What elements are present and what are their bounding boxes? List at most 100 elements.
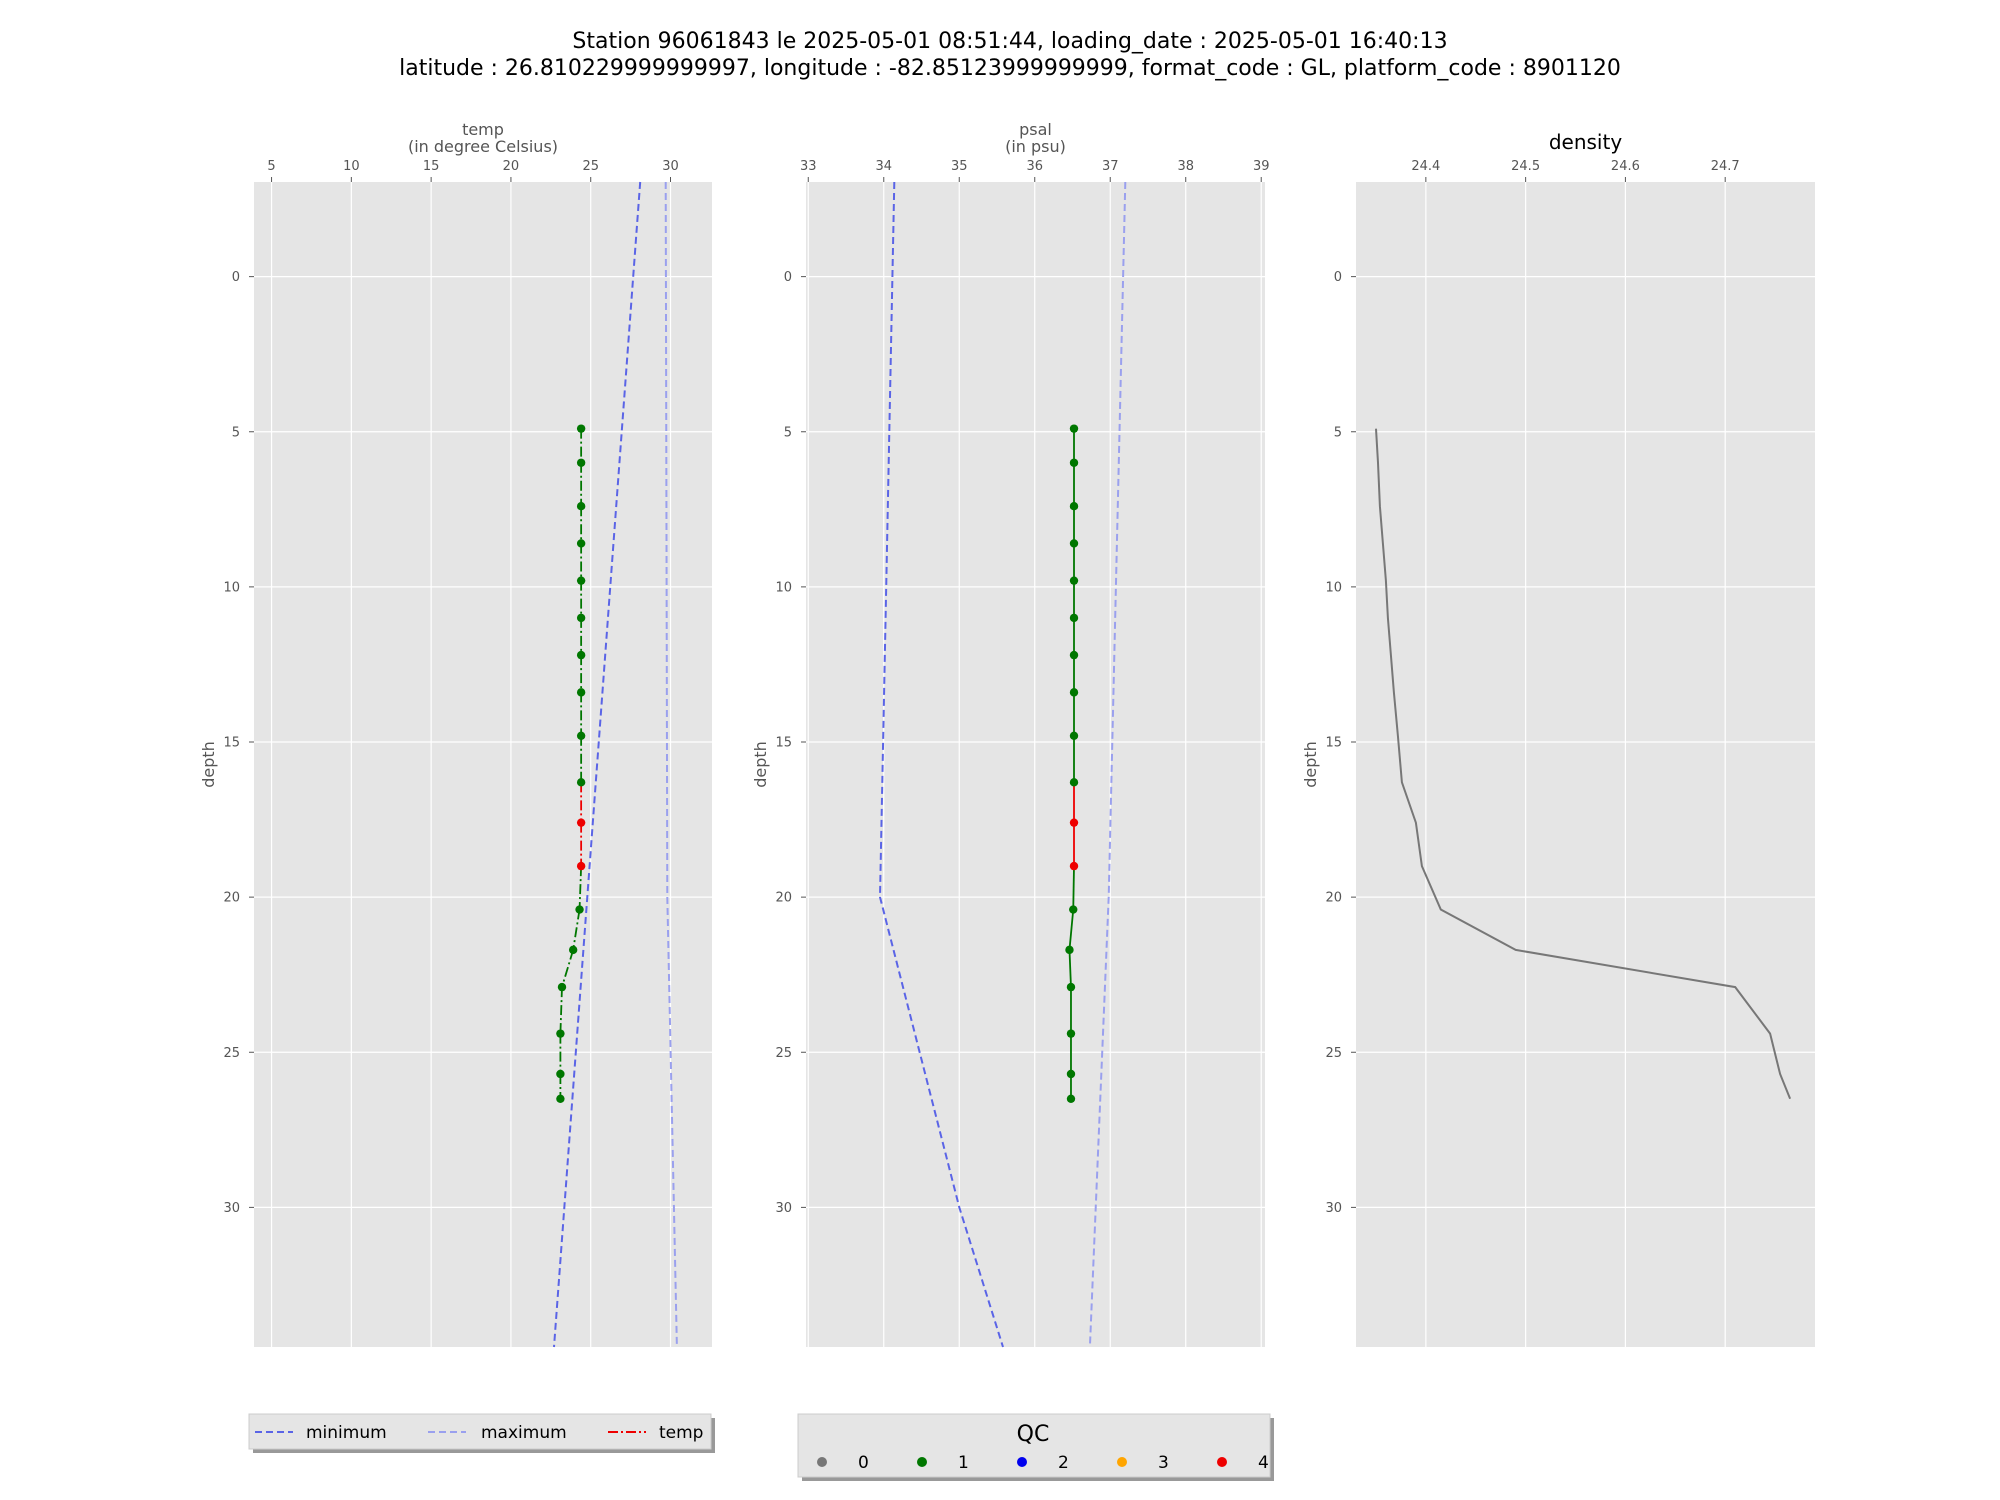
temp-x-tick-label: 20 (503, 159, 520, 174)
temp-profile-point (576, 502, 586, 511)
psal-profile-point (1069, 424, 1079, 433)
temp-profile-segment (561, 949, 575, 988)
psal-profile-point (1069, 539, 1079, 548)
temp-maximum-line (664, 181, 678, 1348)
qc-legend-marker (1017, 1457, 1027, 1467)
temp-y-tick-label: 0 (232, 270, 240, 285)
figure-title-line1: Station 96061843 le 2025-05-01 08:51:44,… (572, 29, 1447, 54)
temp-profile-point (576, 650, 586, 660)
psal-profile-segment (1068, 949, 1072, 988)
temp-x-tick-label: 25 (582, 159, 599, 174)
density-panel-title: density (1549, 130, 1622, 154)
legend-maximum-label: maximum (481, 1423, 567, 1443)
psal-minimum-line (878, 181, 1004, 1348)
temp-plot-area (254, 182, 712, 1347)
psal-profile-point (1069, 458, 1079, 467)
psal-y-tick-label: 30 (775, 1201, 792, 1216)
psal-y-tick-label: 5 (784, 425, 792, 440)
psal-plot-area (806, 182, 1265, 1347)
psal-y-tick-label: 0 (784, 270, 792, 285)
legend-minimum-label: minimum (306, 1423, 387, 1443)
psal-y-axis-label: depth (751, 741, 770, 788)
psal-y-tick-label: 20 (775, 891, 792, 906)
qc-legend-label: 3 (1158, 1453, 1169, 1473)
temp-y-axis-label: depth (199, 741, 218, 788)
line-legend: minimum maximum temp (248, 1413, 715, 1453)
temp-profile-point (576, 613, 586, 623)
qc-legend-label: 2 (1058, 1453, 1069, 1473)
temp-profile-point (556, 1069, 565, 1079)
temp-profile-point (576, 688, 586, 697)
psal-x-axis-unit: (in psu) (1005, 137, 1066, 156)
legend-profile-label: temp (659, 1423, 703, 1443)
psal-x-tick-label: 34 (875, 159, 892, 174)
density-plot-area (1356, 182, 1815, 1347)
temp-profile-point (568, 945, 578, 955)
psal-profile-point (1069, 613, 1079, 623)
qc-legend-marker (1117, 1457, 1127, 1467)
temp-profile-point (576, 861, 586, 871)
temp-y-tick-label: 25 (223, 1046, 240, 1061)
temp-profile-point (576, 818, 586, 827)
density-x-tick-label: 24.7 (1711, 159, 1740, 174)
temp-profile-point (576, 731, 586, 741)
psal-profile-point (1069, 731, 1079, 741)
density-x-tick-label: 24.5 (1511, 159, 1540, 174)
psal-profile-point (1069, 818, 1079, 827)
psal-profile-point (1069, 861, 1079, 871)
temp-x-tick-label: 15 (423, 159, 440, 174)
temp-profile-point (576, 458, 586, 467)
density-y-tick-label: 15 (1325, 736, 1342, 751)
psal-profile-point (1066, 1029, 1076, 1038)
psal-panel: 33 34 35 36 37 38 39 0 5 10 15 20 25 30 depth psal(in p… (751, 120, 1270, 1348)
qc-legend-label: 4 (1258, 1453, 1269, 1473)
qc-legend-box (797, 1413, 1271, 1478)
density-profile-line (1375, 428, 1792, 1100)
temp-panel: 5 10 15 20 25 30 0 5 10 15 20 25 30 depth temp(in degr… (199, 120, 712, 1348)
density-y-tick-label: 25 (1325, 1046, 1342, 1061)
qc-legend-title: QC (1017, 1422, 1050, 1447)
psal-y-tick-label: 25 (775, 1046, 792, 1061)
qc-legend: QC 0 1 2 3 4 (797, 1413, 1274, 1481)
psal-profile-point (1066, 982, 1076, 992)
qc-legend-marker (1217, 1457, 1227, 1467)
figure-title-line2: latitude : 26.810229999999997, longitude… (399, 56, 1621, 81)
temp-profile-point (556, 1094, 565, 1103)
psal-x-axis-label: psal (1019, 120, 1052, 139)
density-x-tick-label: 24.4 (1411, 159, 1440, 174)
psal-profile-segment (1072, 866, 1075, 910)
temp-profile-point (576, 778, 586, 787)
density-x-tick-label: 24.6 (1611, 159, 1640, 174)
density-y-tick-label: 0 (1334, 270, 1342, 285)
density-y-tick-label: 5 (1334, 425, 1342, 440)
psal-x-tick-label: 35 (951, 159, 968, 174)
psal-x-tick-label: 39 (1253, 159, 1270, 174)
qc-legend-items: 0 1 2 3 4 (817, 1453, 1269, 1473)
temp-profile-segment (578, 866, 583, 910)
psal-x-tick-label: 33 (800, 159, 817, 174)
temp-x-axis-label: temp (462, 120, 504, 139)
temp-y-tick-label: 10 (223, 580, 240, 595)
psal-x-tick-label: 37 (1102, 159, 1119, 174)
density-panel: 24.4 24.5 24.6 24.7 0 5 10 15 20 25 30 depth density (1301, 130, 1815, 1347)
qc-legend-label: 0 (858, 1453, 869, 1473)
psal-profile-point (1069, 905, 1078, 914)
temp-x-tick-label: 10 (343, 159, 360, 174)
temp-x-tick-label: 30 (662, 159, 679, 174)
psal-x-tick-label: 38 (1177, 159, 1194, 174)
psal-profile-point (1069, 576, 1079, 585)
density-y-tick-label: 10 (1325, 580, 1342, 595)
psal-profile-segment (1068, 909, 1075, 950)
density-y-axis-label: depth (1301, 741, 1320, 788)
psal-maximum-line (1088, 181, 1127, 1348)
qc-legend-label: 1 (958, 1453, 969, 1473)
temp-profile-segment (559, 987, 563, 1034)
temp-y-tick-label: 5 (232, 425, 240, 440)
temp-profile-point (575, 905, 584, 914)
temp-profile-segment (572, 909, 581, 951)
density-y-tick-label: 20 (1325, 891, 1342, 906)
temp-x-tick-label: 5 (267, 159, 275, 174)
psal-profile-point (1069, 502, 1079, 511)
psal-profile-point (1066, 1069, 1076, 1079)
